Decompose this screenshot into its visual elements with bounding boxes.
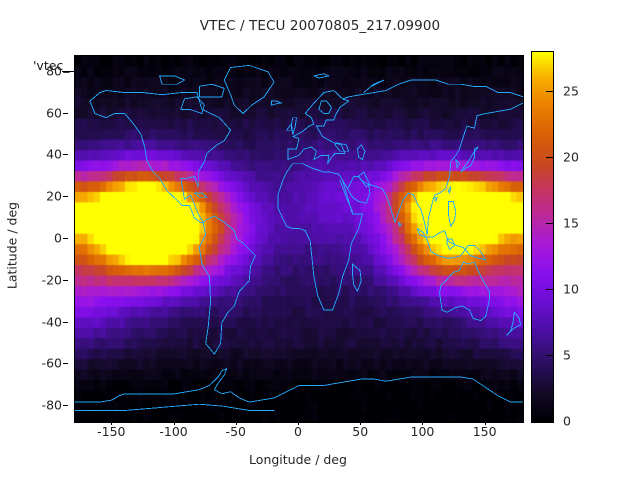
x-tick-label: -50 (225, 424, 246, 439)
y-tick-label: -80 (41, 397, 62, 413)
x-tick-label: 150 (472, 424, 497, 439)
x-tick-mark (173, 420, 175, 425)
y-axis-ticks: 80 60 40 20 0 -20 -40 -60 -80 (0, 55, 68, 421)
y-tick-label: 0 (54, 230, 62, 246)
colorbar-ticks: 0 5 10 15 20 25 (531, 51, 601, 429)
y-tick-label: -40 (41, 314, 62, 330)
colorbar-tick-mark (546, 222, 553, 224)
y-tick-label: 40 (46, 146, 62, 162)
x-axis-ticks: -150 -100 -50 0 50 100 150 (74, 420, 522, 446)
colorbar-gradient (532, 52, 553, 422)
x-axis-label: Longitude / deg (249, 452, 347, 467)
colorbar-tick-label: 15 (563, 215, 579, 231)
colorbar-tick-mark (546, 90, 553, 92)
y-tick-mark (63, 112, 68, 114)
x-tick-mark (235, 420, 237, 425)
page-title: VTEC / TECU 20070805_217.09900 (199, 18, 441, 34)
y-tick-mark (63, 154, 68, 156)
colorbar-tick-mark (546, 354, 553, 356)
y-tick-label: 60 (46, 105, 62, 120)
x-tick-label: 100 (410, 424, 435, 439)
colorbar-tick-label: 10 (563, 281, 579, 297)
y-tick-mark (63, 405, 68, 407)
y-tick-label: -60 (41, 355, 62, 371)
map-plot-area[interactable] (74, 55, 524, 423)
colorbar-tick-mark (546, 156, 553, 158)
y-tick-mark (63, 321, 68, 323)
y-tick-mark (63, 196, 68, 198)
colorbar-tick-label: 5 (563, 347, 571, 363)
colorbar-tick-mark (546, 288, 553, 290)
y-axis-label: Latitude / deg (4, 201, 20, 290)
x-tick-mark (360, 420, 362, 425)
x-tick-label: 0 (294, 424, 302, 439)
y-tick-label: 80 (46, 63, 62, 79)
x-tick-mark (298, 420, 299, 425)
x-tick-mark (111, 420, 113, 425)
x-tick-label: -100 (159, 424, 188, 439)
x-tick-label: -150 (97, 424, 126, 439)
y-tick-label: 20 (46, 188, 62, 204)
x-tick-mark (484, 420, 486, 425)
x-tick-mark (422, 420, 424, 425)
y-tick-mark (63, 363, 68, 365)
y-tick-mark (63, 279, 68, 281)
colorbar-tick-label: 20 (563, 149, 579, 165)
y-tick-mark (63, 238, 68, 239)
series-key-label: 'vtec_ (33, 58, 70, 73)
colorbar-tick-label: 25 (563, 83, 579, 99)
colorbar-tick-label: 0 (563, 413, 571, 429)
x-tick-label: 50 (352, 424, 369, 439)
y-tick-label: -20 (41, 272, 62, 288)
colorbar[interactable] (531, 51, 554, 423)
vtec-heatmap[interactable] (75, 56, 523, 422)
series-key-rule (62, 71, 74, 72)
